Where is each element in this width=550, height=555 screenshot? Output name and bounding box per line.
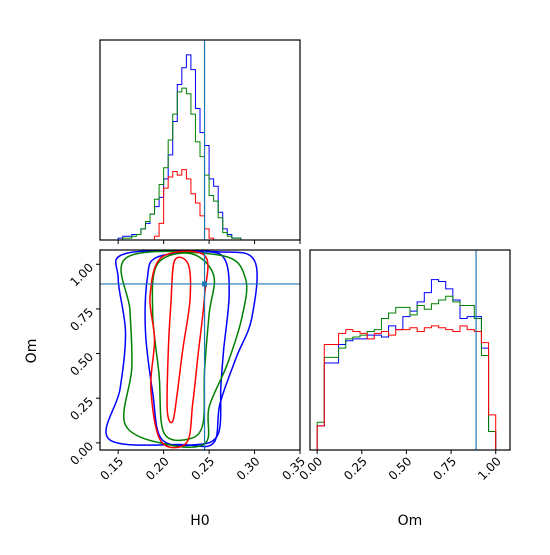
om-marginal-panel: 0.00 0.25 0.50 0.75 1.00 [296,249,511,483]
contour-series-1-level-1 [120,250,248,448]
joint-xtick-label-2: 0.25 [188,454,217,483]
om-xtick-label-3: 0.75 [430,454,459,483]
om-xtick-label-2: 0.50 [386,454,415,483]
x-axis-label-om: Om [398,513,423,529]
om-hist-series-1 [316,295,497,450]
om-marginal-frame [309,249,511,451]
om-xtick-label-4: 1.00 [475,454,504,483]
h0-om-joint-panel: 0.15 0.20 0.25 0.30 0.350.000.250.500.751.00 [67,249,308,483]
joint-ytick-label-0: 0.00 [67,439,96,468]
om-xtick-label-1: 0.25 [341,454,370,483]
contour-series-1-level-0 [151,252,216,442]
contour-series-2-level-1 [149,250,209,449]
joint-xtick-label-0: 0.15 [98,454,127,483]
h0-hist-series-0 [100,54,255,240]
contour-series-0-level-0 [144,250,230,447]
axis-labels: H0 Om Om [24,339,422,529]
joint-ytick-label-1: 0.25 [67,394,96,423]
joint-ytick-label-2: 0.50 [67,350,96,379]
joint-ytick-label-4: 1.00 [67,261,96,290]
contour-series-2-level-0 [166,256,192,424]
joint-truth-marker [202,281,208,287]
h0-marginal-frame [99,39,301,241]
h0-hist-series-2 [100,169,255,240]
contour-series-0-level-1 [105,250,258,448]
joint-frame [99,249,301,451]
joint-ytick-label-3: 0.75 [67,305,96,334]
h0-hist-series-1 [100,87,255,240]
joint-xtick-label-3: 0.30 [234,454,263,483]
joint-xtick-label-1: 0.20 [143,454,172,483]
h0-marginal-panel [99,39,301,244]
y-axis-label-om: Om [24,339,40,364]
om-hist-series-2 [316,325,497,450]
x-axis-label-h0: H0 [190,513,209,529]
